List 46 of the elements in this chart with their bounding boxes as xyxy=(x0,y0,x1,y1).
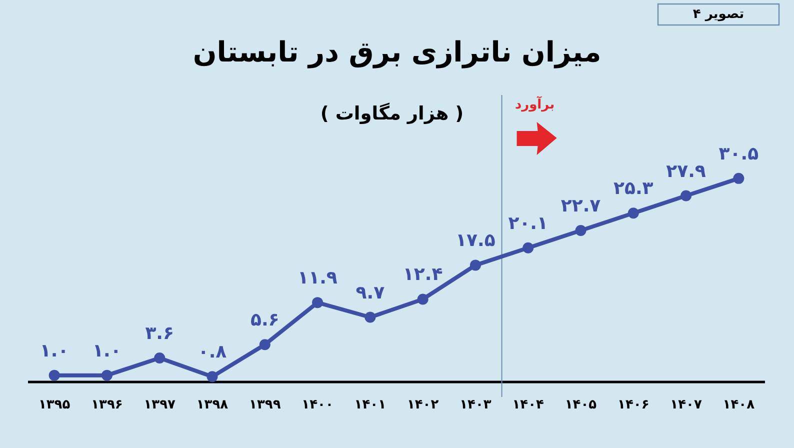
subtitle: ( هزار مگاوات ) xyxy=(320,104,464,124)
point xyxy=(628,208,639,219)
x-tick-label: ۱۴۰۱ xyxy=(354,398,386,412)
point xyxy=(312,297,324,308)
data-label: ۱.۰ xyxy=(40,340,69,362)
x-tick-label: ۱۳۹۸ xyxy=(196,398,228,412)
data-label: ۲۲.۷ xyxy=(560,196,601,216)
point xyxy=(364,312,376,323)
x-tick-label: ۱۴۰۵ xyxy=(564,398,597,412)
data-label: ۱۱.۹ xyxy=(298,268,338,289)
point xyxy=(680,190,692,202)
x-tick-label: ۱۴۰۸ xyxy=(722,398,755,412)
x-tick-label: ۱۳۹۷ xyxy=(144,398,176,412)
x-tick-label: ۱۳۹۶ xyxy=(91,398,123,412)
x-tick-label: ۱۴۰۴ xyxy=(512,398,544,412)
x-tick-label: ۱۴۰۲ xyxy=(406,398,439,412)
x-tick-label: ۱۴۰۰ xyxy=(302,398,334,412)
point xyxy=(48,370,60,381)
x-tick-label: ۱۴۰۶ xyxy=(618,398,650,412)
data-label: ۱.۰ xyxy=(92,340,122,362)
point xyxy=(733,172,744,184)
data-label: ۲۵.۳ xyxy=(614,178,654,200)
x-tick-label: ۱۳۹۹ xyxy=(249,398,281,412)
data-label: ۹.۷ xyxy=(356,282,385,304)
data-label: ۵.۶ xyxy=(250,310,280,331)
data-label: ۳۰.۵ xyxy=(718,143,759,164)
label-box: تصویر ۴ xyxy=(657,3,780,26)
point xyxy=(206,371,218,382)
point xyxy=(522,242,534,254)
data-label: ۰.۸ xyxy=(198,342,227,363)
data-label: ۱۲.۴ xyxy=(402,264,443,286)
data-label: ۳.۶ xyxy=(145,322,174,344)
x-tick-label: ۱۳۹۵ xyxy=(38,398,70,412)
point xyxy=(101,370,112,381)
x-tick-label: ۱۴۰۷ xyxy=(670,398,702,412)
point xyxy=(470,260,481,271)
point xyxy=(575,224,586,236)
data-label: ۲۰.۱ xyxy=(508,212,548,234)
title: میزان ناترازی برق در تابستان xyxy=(192,36,602,68)
x-tick-label: ۱۴۰۳ xyxy=(460,398,492,412)
point xyxy=(259,339,270,350)
point xyxy=(154,352,166,364)
ref-line-label: برآورد xyxy=(514,96,555,112)
point xyxy=(417,294,428,305)
data-label: ۱۷.۵ xyxy=(456,230,496,252)
data-label: ۲۷.۹ xyxy=(666,160,706,182)
